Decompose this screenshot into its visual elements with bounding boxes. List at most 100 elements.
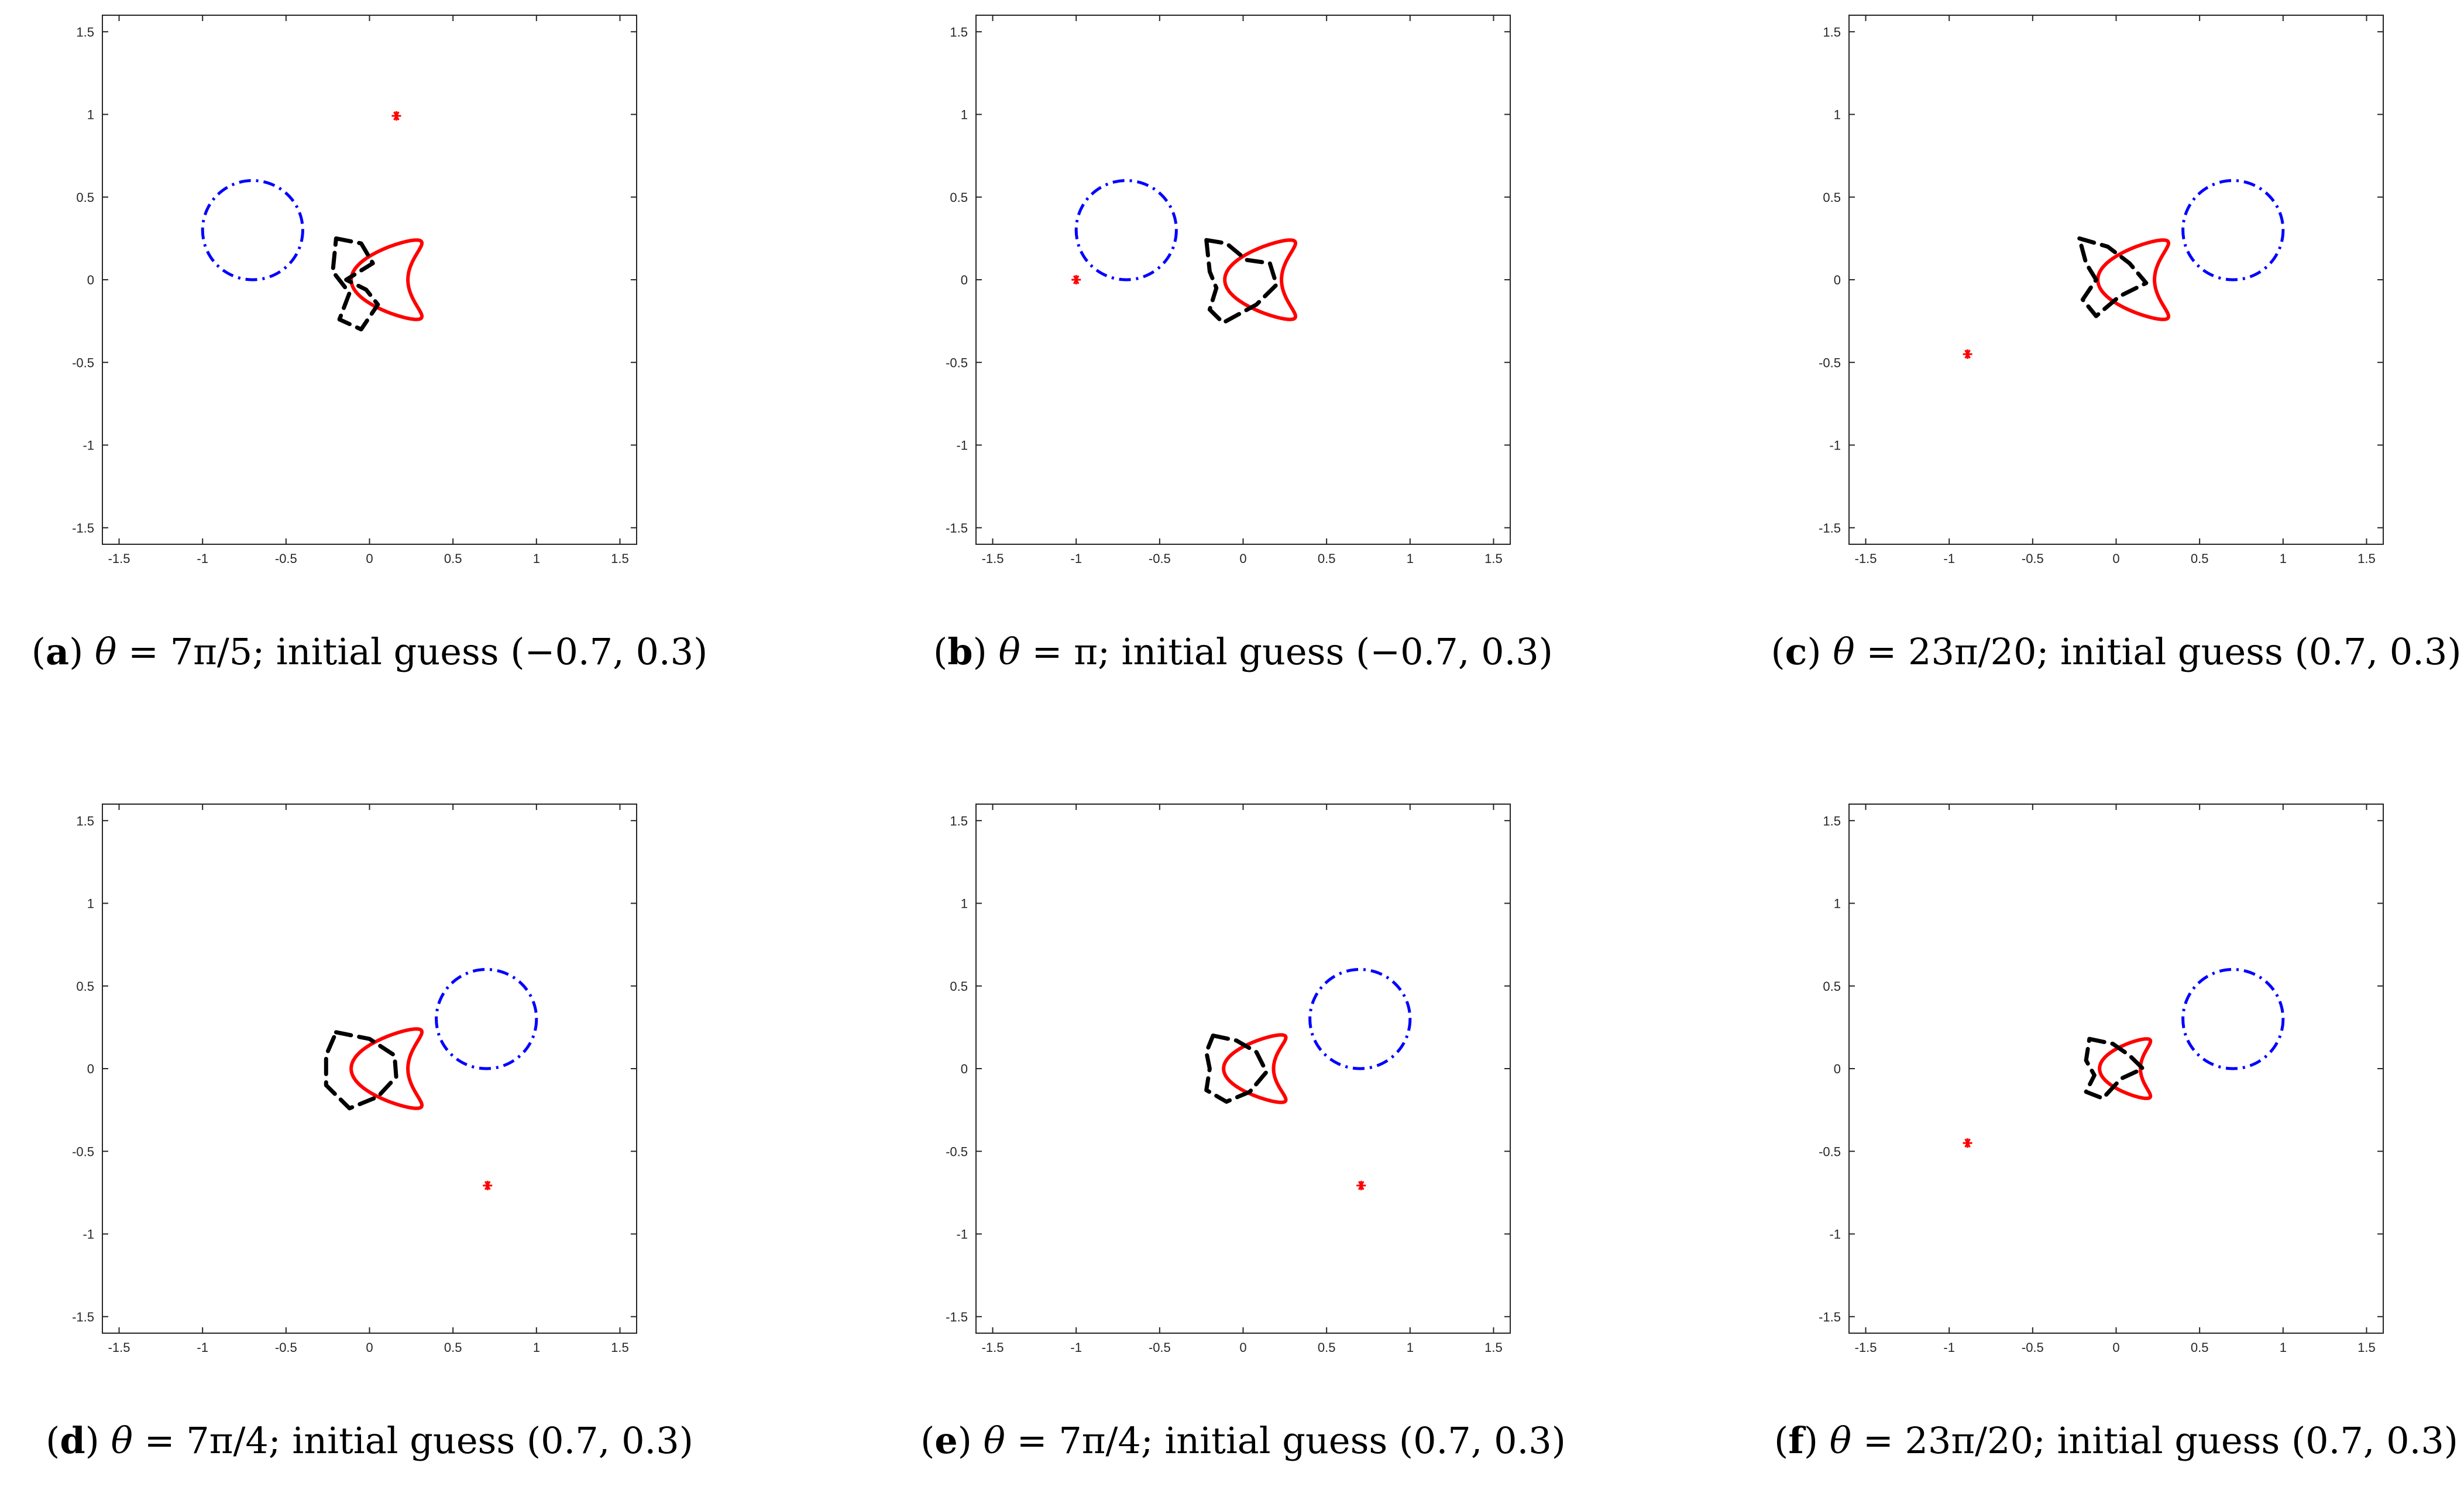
y-tick-label: -1.5 [1819, 521, 1841, 535]
x-tick-label: 1.5 [611, 551, 629, 566]
reconstruction-curve [2077, 236, 2149, 318]
caption-part: c [1785, 630, 1807, 673]
exact-obstacle-curve [349, 238, 424, 321]
axes-box [975, 804, 1511, 1334]
x-tick-label: -0.5 [1149, 551, 1171, 566]
source-point-marker [391, 111, 401, 121]
y-tick-label: 0.5 [950, 979, 968, 994]
x-tick-label: 0 [2112, 1340, 2119, 1355]
reconstruction-curve [2084, 1036, 2145, 1101]
caption-part: ) [85, 1419, 111, 1462]
initial-guess-circle [1308, 968, 1412, 1070]
x-tick-label: 0.5 [444, 551, 462, 566]
x-tick-label: -1 [1070, 1340, 1082, 1355]
initial-guess-circle [2181, 968, 2285, 1070]
exact-obstacle-curve [1222, 1033, 1288, 1104]
axes-box [1848, 804, 2384, 1334]
y-tick-label: 0.5 [1823, 190, 1841, 205]
x-tick-label: -1.5 [108, 1340, 130, 1355]
y-tick-label: -1 [956, 1227, 968, 1242]
x-tick-label: 1.5 [1484, 551, 1503, 566]
caption-part: ) [69, 630, 95, 673]
caption-part: ) [973, 630, 999, 673]
y-tick-label: -1 [956, 438, 968, 453]
x-tick-label: -1.5 [982, 551, 1004, 566]
caption-part: ( [1771, 630, 1785, 673]
y-tick-label: 0 [961, 1062, 968, 1076]
caption-part: = 7π/5; initial guess (−0.7, 0.3) [116, 630, 707, 673]
caption-part: ( [933, 630, 947, 673]
x-tick-label: 0.5 [1318, 1340, 1336, 1355]
axes-box [1848, 15, 2384, 545]
y-tick-label: 0 [961, 273, 968, 287]
y-tick-label: 1 [87, 108, 94, 122]
panel-caption: (f) θ = 23π/20; initial guess (0.7, 0.3) [1774, 1419, 2458, 1462]
initial-guess-circle [435, 968, 538, 1070]
initial-guess-circle [201, 179, 304, 281]
y-tick-label: 1.5 [950, 25, 968, 39]
y-tick-label: 0.5 [950, 190, 968, 205]
y-tick-label: 1 [87, 897, 94, 911]
caption-part: = π; initial guess (−0.7, 0.3) [1020, 630, 1553, 673]
caption-part: d [60, 1419, 85, 1462]
caption-part: ) [1804, 1419, 1830, 1462]
x-tick-label: -1.5 [1855, 1340, 1877, 1355]
x-tick-label: 1.5 [2358, 551, 2376, 566]
source-point-marker [1071, 275, 1081, 284]
x-tick-label: 1.5 [1484, 1340, 1503, 1355]
caption-part: θ [999, 630, 1020, 673]
caption-part: = 7π/4; initial guess (0.7, 0.3) [133, 1419, 693, 1462]
x-tick-label: 1 [2280, 1340, 2287, 1355]
caption-part: θ [984, 1419, 1005, 1462]
x-tick-label: 0.5 [2191, 551, 2209, 566]
x-tick-label: -1.5 [108, 551, 130, 566]
caption-part: = 23π/20; initial guess (0.7, 0.3) [1851, 1419, 2458, 1462]
y-tick-label: -1.5 [946, 1310, 968, 1324]
x-tick-label: 1 [1407, 551, 1414, 566]
caption-part: ) [1807, 630, 1833, 673]
y-tick-label: -0.5 [1819, 355, 1841, 370]
y-tick-label: -1 [83, 1227, 94, 1242]
exact-obstacle-curve [2096, 238, 2170, 321]
y-tick-label: 1 [1834, 108, 1841, 122]
panel-caption: (d) θ = 7π/4; initial guess (0.7, 0.3) [46, 1419, 693, 1462]
panel-a: -1.5 -1 -0.5 0 0.5 1 1.5 -1.5 -1 -0.5 0 0.5 1 1.5 (a) … [32, 15, 708, 673]
x-tick-label: 1.5 [2358, 1340, 2376, 1355]
y-tick-label: 1.5 [76, 25, 94, 39]
y-tick-label: -1 [83, 438, 94, 453]
y-tick-label: 1.5 [1823, 25, 1841, 39]
y-tick-label: 1.5 [76, 813, 94, 828]
x-tick-label: -0.5 [1149, 1340, 1171, 1355]
panel-caption: (a) θ = 7π/5; initial guess (−0.7, 0.3) [32, 630, 708, 673]
x-tick-label: 1 [2280, 551, 2287, 566]
y-tick-label: -1.5 [72, 1310, 94, 1324]
y-tick-label: -0.5 [946, 355, 968, 370]
panel-b: -1.5 -1 -0.5 0 0.5 1 1.5 -1.5 -1 -0.5 0 0.5 1 1.5 (b) … [933, 15, 1553, 673]
y-tick-label: 0.5 [76, 979, 94, 994]
y-tick-label: 0 [87, 1062, 94, 1076]
y-tick-label: -1 [1829, 1227, 1841, 1242]
y-tick-label: -1.5 [1819, 1310, 1841, 1324]
x-tick-label: -1.5 [1855, 551, 1877, 566]
axes-box [975, 15, 1511, 545]
caption-part: = 7π/4; initial guess (0.7, 0.3) [1005, 1419, 1566, 1462]
source-point-marker [1356, 1180, 1366, 1190]
caption-part: f [1788, 1419, 1806, 1462]
x-tick-label: -1 [1070, 551, 1082, 566]
reconstruction-curve [1204, 1034, 1269, 1104]
y-tick-label: 1 [961, 897, 968, 911]
x-tick-label: -0.5 [275, 1340, 297, 1355]
panel-d: -1.5 -1 -0.5 0 0.5 1 1.5 -1.5 -1 -0.5 0 0.5 1 1.5 (d) … [46, 804, 693, 1462]
x-tick-label: 1 [1407, 1340, 1414, 1355]
y-tick-label: -1.5 [72, 521, 94, 535]
axes-box [102, 15, 637, 545]
caption-part: θ [111, 1419, 133, 1462]
caption-part: b [947, 630, 972, 673]
x-tick-label: 0 [366, 551, 373, 566]
reconstruction-curve [324, 1030, 398, 1111]
caption-part: θ [95, 630, 116, 673]
initial-guess-circle [2181, 179, 2285, 281]
y-tick-label: -0.5 [946, 1144, 968, 1159]
x-tick-label: 0 [1239, 551, 1246, 566]
panel-e: -1.5 -1 -0.5 0 0.5 1 1.5 -1.5 -1 -0.5 0 0.5 1 1.5 (e) … [920, 804, 1566, 1462]
